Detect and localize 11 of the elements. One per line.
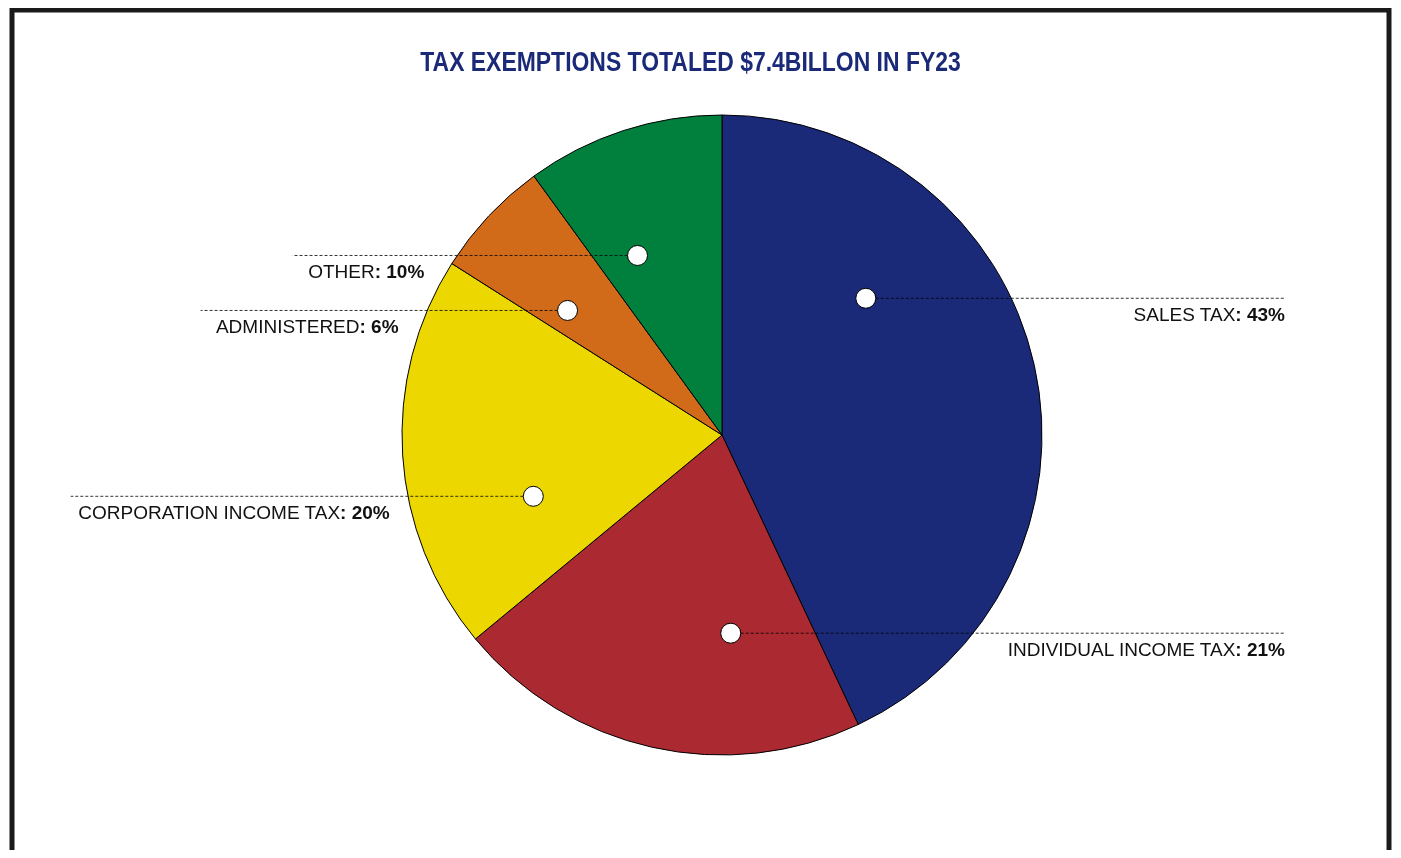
slice-label: OTHER <box>308 261 375 283</box>
slice-label: ADMINISTERED <box>215 316 360 338</box>
chart-title: TAX EXEMPTIONS TOTALED $7.4BILLON IN FY23 <box>420 46 961 77</box>
slice-label: SALES TAX <box>1133 304 1236 326</box>
data-label: : 20% <box>340 502 390 524</box>
data-label: : 21% <box>1235 639 1286 661</box>
data-label: : 43% <box>1235 304 1286 326</box>
slice-label: CORPORATION INCOME TAX <box>78 502 341 524</box>
slice-label: INDIVIDUAL INCOME TAX <box>1007 639 1236 661</box>
data-label: : 6% <box>359 316 399 338</box>
data-label: : 10% <box>374 261 425 283</box>
